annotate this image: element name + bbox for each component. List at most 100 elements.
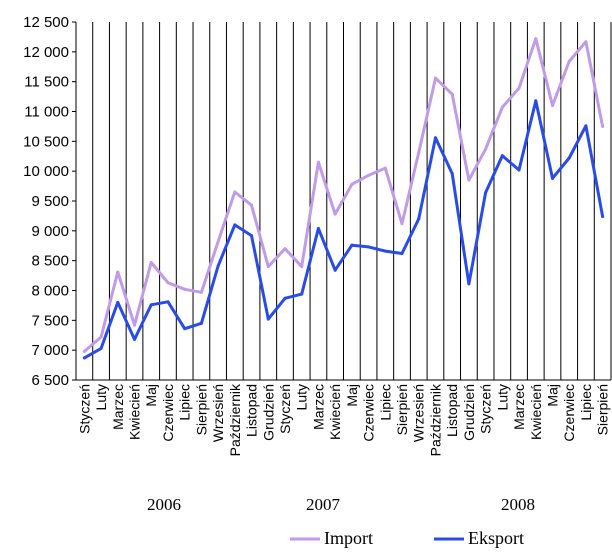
data-point-import	[149, 260, 153, 264]
x-tick-label: Grudzień	[260, 384, 276, 441]
data-point-import	[266, 265, 270, 269]
data-point-import	[400, 222, 404, 226]
data-point-import	[199, 290, 203, 294]
x-tick-label: Czerwiec	[361, 384, 377, 442]
x-tick-label: Luty	[294, 384, 310, 410]
x-tick-label: Październik	[427, 383, 443, 456]
data-point-eksport	[183, 327, 187, 331]
x-tick-label: Marzec	[310, 384, 326, 430]
data-point-eksport	[450, 172, 454, 176]
x-tick-label: Wrzesień	[210, 384, 226, 442]
x-tick-label: Czerwiec	[160, 384, 176, 442]
legend: Import Eksport	[290, 528, 524, 548]
data-point-eksport	[116, 300, 120, 304]
year-label: 2008	[501, 495, 535, 514]
x-tick-label: Marzec	[110, 384, 126, 430]
y-tick-label: 10 500	[23, 133, 69, 150]
x-tick-label: Czerwiec	[561, 384, 577, 442]
y-tick-label: 7 500	[31, 312, 69, 329]
data-point-import	[450, 92, 454, 96]
data-point-import	[283, 247, 287, 251]
x-tick-label: Marzec	[511, 384, 527, 430]
data-point-import	[601, 124, 605, 128]
data-point-eksport	[316, 226, 320, 230]
data-point-import	[116, 270, 120, 274]
x-tick-label: Lipiec	[377, 384, 393, 421]
y-axis: 12 500 12 000 11 500 11 000 10 500 10 000 9 50…	[23, 14, 77, 389]
data-point-eksport	[333, 268, 337, 272]
vertical-gridlines	[92, 22, 612, 380]
data-point-eksport	[82, 356, 86, 360]
data-point-import	[333, 212, 337, 216]
data-point-import	[467, 178, 471, 182]
series-lines	[82, 37, 605, 360]
y-tick-label: 8 000	[31, 283, 69, 300]
data-point-eksport	[433, 136, 437, 140]
data-point-import	[300, 265, 304, 269]
data-point-import	[367, 173, 371, 177]
data-point-import	[584, 40, 588, 44]
data-point-import	[166, 281, 170, 285]
data-point-import	[216, 240, 220, 244]
x-tick-label: Luty	[93, 384, 109, 410]
data-point-import	[82, 349, 86, 353]
data-point-eksport	[601, 215, 605, 219]
data-point-eksport	[517, 168, 521, 172]
data-point-eksport	[417, 217, 421, 221]
x-tick-label: Październik	[227, 383, 243, 456]
x-tick-label: Sierpień	[394, 384, 410, 435]
data-point-import	[433, 76, 437, 80]
y-tick-label: 10 000	[23, 163, 69, 180]
y-tick-label: 11 000	[24, 104, 69, 121]
x-tick-label: Kwiecień	[127, 384, 143, 440]
year-label: 2006	[147, 495, 181, 514]
data-point-import	[99, 335, 103, 339]
year-label: 2007	[306, 495, 341, 514]
x-tick-label: Luty	[494, 384, 510, 410]
data-point-eksport	[216, 264, 220, 268]
series-line-eksport	[82, 99, 605, 360]
data-point-eksport	[350, 243, 354, 247]
x-tick-label: Sierpień	[595, 384, 611, 435]
data-point-eksport	[199, 321, 203, 325]
data-point-import	[550, 104, 554, 108]
data-point-import	[383, 166, 387, 170]
data-point-import	[316, 160, 320, 164]
data-point-import	[567, 59, 571, 63]
y-tick-label: 7 000	[31, 342, 69, 359]
x-tick-label: Wrzesień	[411, 384, 427, 442]
data-point-eksport	[99, 346, 103, 350]
data-point-eksport	[467, 282, 471, 286]
x-tick-label: Lipiec	[578, 384, 594, 421]
data-point-eksport	[149, 303, 153, 307]
x-tick-label: Kwiecień	[528, 384, 544, 440]
y-tick-label: 11 500	[24, 74, 69, 91]
x-tick-label: Lipiec	[177, 384, 193, 421]
y-tick-label: 8 500	[31, 253, 69, 270]
x-tick-label: Maj	[544, 384, 560, 407]
y-tick-label: 9 500	[31, 193, 69, 210]
data-point-eksport	[367, 245, 371, 249]
data-point-eksport	[300, 292, 304, 296]
x-tick-label: Styczeń	[478, 384, 494, 434]
data-point-eksport	[400, 252, 404, 256]
x-tick-label: Listopad	[444, 384, 460, 437]
data-point-import	[183, 287, 187, 291]
data-point-import	[534, 37, 538, 41]
data-point-eksport	[534, 99, 538, 103]
y-tick-label: 12 000	[23, 44, 69, 61]
data-point-eksport	[500, 154, 504, 158]
x-tick-label: Kwiecień	[327, 384, 343, 440]
data-point-eksport	[250, 234, 254, 238]
data-point-eksport	[283, 296, 287, 300]
data-point-import	[517, 86, 521, 90]
x-tick-label: Listopad	[244, 384, 260, 437]
x-tick-labels: Styczeń Luty Marzec Kwiecień Maj Czerwiec Lipi…	[76, 383, 610, 456]
x-tick-label: Styczeń	[76, 384, 92, 434]
data-point-eksport	[584, 124, 588, 128]
data-point-eksport	[550, 176, 554, 180]
year-labels: 2006 2007 2008	[147, 495, 535, 514]
x-tick-label: Maj	[344, 384, 360, 407]
x-tick-label: Styczeń	[277, 384, 293, 434]
